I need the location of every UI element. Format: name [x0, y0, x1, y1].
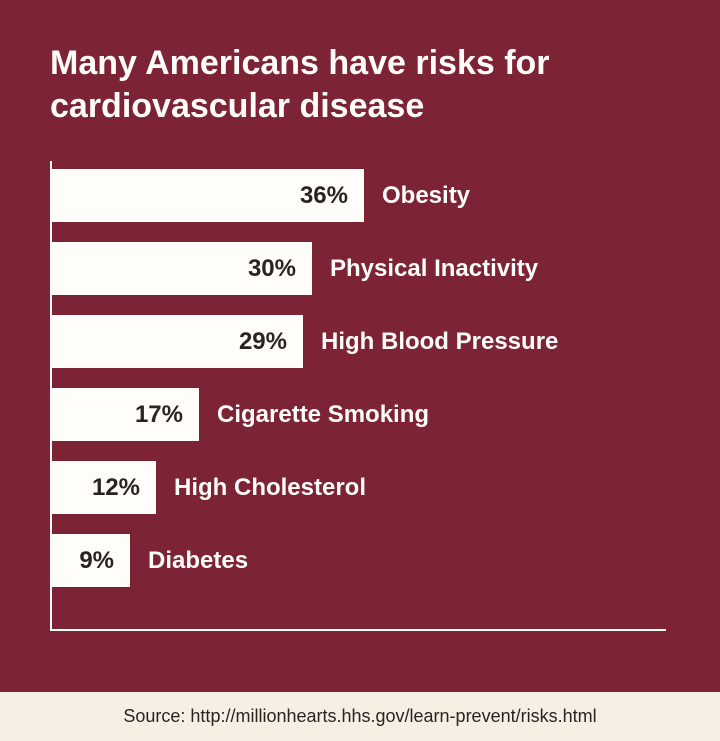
bar-value: 36%: [300, 182, 348, 210]
bar: 30%: [52, 242, 312, 295]
bar-row: 29% High Blood Pressure: [52, 315, 666, 368]
bar-value: 12%: [92, 474, 140, 502]
bar: 12%: [52, 461, 156, 514]
bar-row: 30% Physical Inactivity: [52, 242, 666, 295]
bar-chart: 36% Obesity 30% Physical Inactivity 29% High …: [50, 161, 666, 631]
bar-value: 29%: [239, 328, 287, 356]
bar-row: 36% Obesity: [52, 169, 666, 222]
bar-label: Obesity: [382, 182, 470, 210]
bar-row: 9% Diabetes: [52, 534, 666, 587]
bar: 36%: [52, 169, 364, 222]
bar-value: 30%: [248, 255, 296, 283]
bar: 29%: [52, 315, 303, 368]
chart-title: Many Americans have risks for cardiovasc…: [50, 42, 670, 127]
footer: Source: http://millionhearts.hhs.gov/lea…: [0, 692, 720, 741]
bar: 9%: [52, 534, 130, 587]
chart-panel: Many Americans have risks for cardiovasc…: [0, 0, 720, 692]
bar-label: High Blood Pressure: [321, 328, 558, 356]
bar-row: 12% High Cholesterol: [52, 461, 666, 514]
bar-label: Physical Inactivity: [330, 255, 538, 283]
bar-label: Diabetes: [148, 547, 248, 575]
bar-label: Cigarette Smoking: [217, 401, 429, 429]
bar: 17%: [52, 388, 199, 441]
source-text: Source: http://millionhearts.hhs.gov/lea…: [123, 706, 596, 727]
bar-label: High Cholesterol: [174, 474, 366, 502]
bar-value: 17%: [135, 401, 183, 429]
bar-value: 9%: [79, 547, 114, 575]
bar-row: 17% Cigarette Smoking: [52, 388, 666, 441]
